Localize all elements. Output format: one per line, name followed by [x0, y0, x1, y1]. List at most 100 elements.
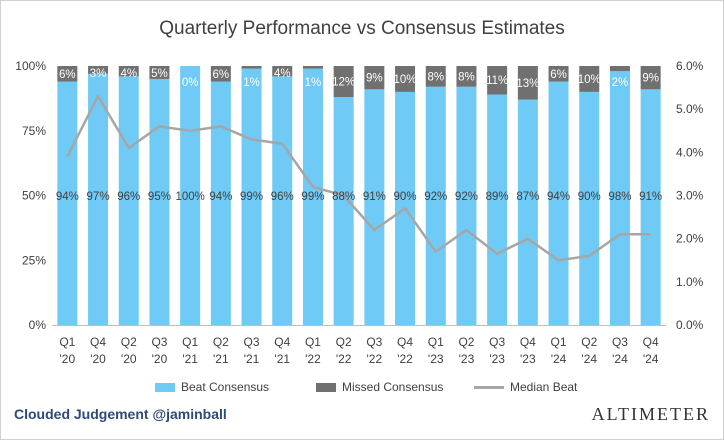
- legend-swatch-missed: [316, 382, 336, 392]
- bar-beat-label: 92%: [455, 191, 478, 203]
- bar-beat: [640, 89, 661, 325]
- bar-beat-label: 96%: [117, 191, 140, 203]
- bar-missed-label: 10%: [578, 74, 601, 86]
- y-right-tick-label: 0.0%: [676, 318, 704, 332]
- bar-missed: [302, 66, 323, 69]
- bar-beat-label: 91%: [639, 191, 662, 203]
- bar-missed-label: 9%: [366, 73, 383, 85]
- bar-missed-label: 8%: [458, 71, 475, 83]
- bar-missed: [487, 66, 508, 95]
- bar-beat-label: 88%: [332, 191, 355, 203]
- bar-missed-label: 4%: [120, 68, 137, 80]
- x-tick-label-quarter: Q1: [428, 335, 444, 349]
- bar-beat-label: 92%: [424, 191, 447, 203]
- bar-missed: [364, 66, 385, 90]
- bar-beat-label: 94%: [56, 191, 79, 203]
- bar-beat: [272, 76, 293, 325]
- x-tick-label-year: '24: [551, 352, 567, 366]
- bar-missed-label: 8%: [427, 71, 444, 83]
- y-right-tick-label: 6.0%: [676, 59, 704, 73]
- bar-beat-label: 98%: [608, 191, 631, 203]
- x-tick-label-year: '20: [152, 352, 168, 366]
- x-tick-label-quarter: Q4: [90, 335, 106, 349]
- bar-missed-label: 1%: [243, 77, 260, 89]
- bar-beat-label: 99%: [240, 191, 263, 203]
- legend-label-median: Median Beat: [510, 380, 578, 394]
- x-tick-label-year: '21: [182, 352, 198, 366]
- bar-beat-label: 100%: [175, 191, 204, 203]
- x-tick-label-year: '21: [213, 352, 229, 366]
- bar-missed: [57, 66, 78, 82]
- x-tick-label-quarter: Q3: [489, 335, 505, 349]
- x-tick-label-year: '20: [121, 352, 137, 366]
- bar-missed-label: 9%: [642, 73, 659, 85]
- x-tick-label-quarter: Q4: [643, 335, 659, 349]
- x-tick-label-year: '23: [489, 352, 505, 366]
- bar-missed: [640, 66, 661, 90]
- bar-missed: [210, 66, 231, 82]
- x-tick-label-quarter: Q1: [305, 335, 321, 349]
- bar-beat-label: 91%: [363, 191, 386, 203]
- bar-beat-label: 94%: [547, 191, 570, 203]
- bar-missed-label: 6%: [213, 69, 230, 81]
- bar-missed-label: 6%: [59, 69, 76, 81]
- bar-beat: [517, 99, 538, 325]
- bar-beat: [333, 97, 354, 325]
- x-tick-label-quarter: Q4: [520, 335, 536, 349]
- y-right-tick-label: 1.0%: [676, 275, 704, 289]
- bar-beat: [487, 94, 508, 326]
- bar-missed-label: 12%: [332, 77, 355, 89]
- x-tick-label-year: '24: [612, 352, 628, 366]
- bar-missed: [609, 66, 630, 72]
- bar-beat-label: 94%: [209, 191, 232, 203]
- bar-missed: [579, 66, 600, 92]
- x-tick-label-year: '20: [60, 352, 76, 366]
- x-tick-label-quarter: Q4: [274, 335, 290, 349]
- bar-beat: [425, 86, 446, 325]
- x-tick-label-quarter: Q3: [151, 335, 167, 349]
- x-tick-label-quarter: Q3: [366, 335, 382, 349]
- bar-missed-label: 4%: [274, 68, 291, 80]
- bar-beat-label: 95%: [148, 191, 171, 203]
- x-tick-label-year: '22: [336, 352, 352, 366]
- y-right-tick-label: 4.0%: [676, 145, 704, 159]
- x-tick-label-quarter: Q3: [244, 335, 260, 349]
- y-left-tick-label: 100%: [15, 59, 46, 73]
- bar-missed: [241, 66, 262, 69]
- altimeter-logo: ALTIMETER: [591, 404, 710, 424]
- bar-missed: [548, 66, 569, 82]
- x-tick-label-year: '23: [520, 352, 536, 366]
- bar-beat: [88, 73, 109, 326]
- x-tick-label-year: '21: [244, 352, 260, 366]
- bar-missed-label: 0%: [182, 77, 199, 89]
- bar-beat-label: 89%: [486, 191, 509, 203]
- y-left-tick-label: 25%: [22, 253, 46, 267]
- bar-missed-label: 3%: [90, 68, 107, 80]
- bar-missed-label: 6%: [550, 69, 567, 81]
- bar-beat: [241, 68, 262, 325]
- bar-missed: [149, 66, 170, 79]
- x-tick-label-year: '23: [459, 352, 475, 366]
- bar-beat: [149, 78, 170, 325]
- bar-missed: [333, 66, 354, 98]
- x-tick-label-year: '24: [643, 352, 659, 366]
- x-tick-label-year: '22: [397, 352, 413, 366]
- y-right-tick-label: 2.0%: [676, 232, 704, 246]
- bar-beat-label: 96%: [271, 191, 294, 203]
- bar-beat-label: 90%: [578, 191, 601, 203]
- bar-beat: [609, 71, 630, 326]
- bar-beat: [364, 89, 385, 325]
- bar-missed-label: 11%: [486, 75, 508, 87]
- x-tick-label-year: '22: [305, 352, 321, 366]
- bar-missed: [517, 66, 538, 100]
- legend-item-beat: Beat Consensus: [155, 378, 269, 396]
- bar-beat-label: 90%: [394, 191, 417, 203]
- x-tick-label-quarter: Q2: [581, 335, 597, 349]
- legend-swatch-median: [474, 385, 504, 389]
- chart-title: Quarterly Performance vs Consensus Estim…: [159, 18, 565, 39]
- x-tick-label-year: '21: [274, 352, 290, 366]
- x-tick-label-quarter: Q3: [612, 335, 628, 349]
- legend-item-median: Median Beat: [474, 378, 577, 396]
- bar-beat: [210, 81, 231, 325]
- y-left-tick-label: 0%: [29, 318, 47, 332]
